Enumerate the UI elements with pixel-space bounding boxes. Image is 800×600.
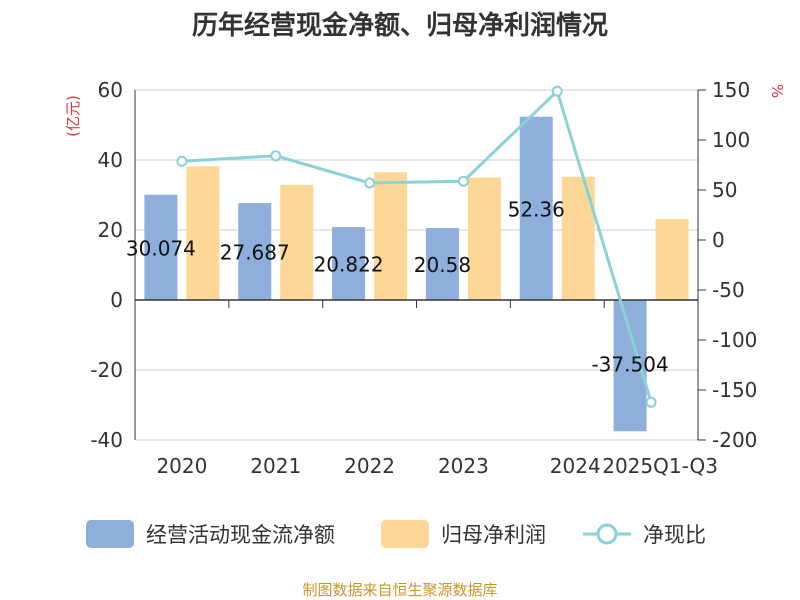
ratio-line	[176, 85, 657, 408]
right-axis-ticks: 150 100 50 0 -50 -100 -150 -200	[698, 78, 757, 452]
right-axis-tick-label: -50	[712, 278, 745, 302]
profit-bar-2020	[186, 166, 220, 300]
ratio-point-2025Q1-Q3	[645, 396, 657, 408]
cashflow-value-label: 30.074	[126, 236, 196, 260]
right-axis-tick-label: 150	[712, 78, 750, 102]
right-axis-tick-label: -200	[712, 428, 757, 452]
right-axis-tick-label: -100	[712, 328, 757, 352]
cashflow-value-label: 27.687	[220, 241, 290, 265]
profit-bar-2021	[280, 184, 314, 300]
legend-swatch-ratio-marker	[596, 523, 618, 545]
profit-bar-2025Q1-Q3	[655, 219, 689, 300]
cashflow-bar-2021	[238, 203, 272, 300]
cashflow-value-label: -37.504	[591, 352, 668, 376]
left-axis-unit: (亿元)	[64, 95, 82, 137]
cashflow-bar-2020	[144, 194, 178, 300]
right-axis-tick-label: -150	[712, 378, 757, 402]
right-axis-unit: %	[768, 84, 786, 98]
cashflow-value-label: 52.36	[508, 197, 565, 221]
left-axis-tick-label: 40	[98, 148, 123, 172]
legend-swatch-cashflow	[86, 520, 134, 548]
ratio-point-2022	[364, 177, 376, 189]
x-axis-tick-label: 2024	[550, 454, 601, 478]
right-axis-tick-label: 100	[712, 128, 750, 152]
left-axis-tick-label: -40	[90, 428, 123, 452]
data-labels: 30.074 27.687 20.822 20.58 52.36 -37.504	[126, 197, 669, 376]
left-axis-tick-label: 20	[98, 218, 123, 242]
cashflow-value-label: 20.58	[414, 253, 471, 277]
cashflow-value-label: 20.822	[314, 253, 384, 277]
x-axis-tick-label: 2021	[250, 454, 301, 478]
legend-label-profit[interactable]: 归母净利润	[441, 523, 546, 547]
left-axis-ticks: 60 40 20 0 -20 -40	[90, 78, 123, 452]
data-source-note: 制图数据来自恒生聚源数据库	[302, 581, 497, 599]
left-axis-tick-label: 0	[110, 288, 123, 312]
x-axis-tick-label: 2020	[156, 454, 207, 478]
ratio-point-2024	[551, 85, 563, 97]
cashflow-bar-2023	[425, 227, 459, 300]
profit-bar-2022	[374, 172, 408, 300]
chart-title: 历年经营现金净额、归母净利润情况	[192, 10, 608, 41]
legend-label-ratio[interactable]: 净现比	[643, 523, 706, 547]
ratio-point-2023	[457, 175, 469, 187]
legend[interactable]: 经营活动现金流净额 归母净利润 净现比	[86, 520, 706, 548]
x-axis-tick-label: 2025Q1-Q3	[602, 454, 718, 478]
profit-bar-2023	[467, 177, 501, 300]
right-axis-tick-label: 50	[712, 178, 737, 202]
legend-swatch-profit	[381, 520, 429, 548]
left-axis-tick-label: -20	[90, 358, 123, 382]
left-axis-tick-label: 60	[98, 78, 123, 102]
x-axis-ticks: 2020 2021 2022 2023 2024 2025Q1-Q3	[156, 454, 718, 478]
ratio-line-path	[181, 88, 653, 403]
ratio-point-2021	[270, 150, 282, 162]
cashflow-bar-2024	[519, 116, 553, 301]
legend-label-cashflow[interactable]: 经营活动现金流净额	[146, 523, 335, 547]
x-axis-tick-label: 2023	[438, 454, 489, 478]
axes	[134, 90, 699, 440]
cashflow-bar-2022	[332, 227, 366, 300]
x-axis-tick-label: 2022	[344, 454, 395, 478]
ratio-point-2020	[176, 155, 188, 167]
right-axis-tick-label: 0	[712, 228, 725, 252]
